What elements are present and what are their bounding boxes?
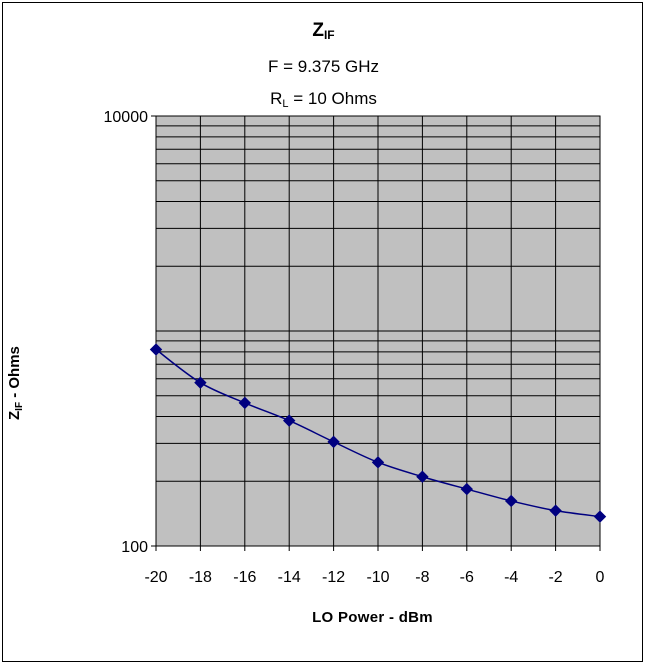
chart-title: ZIF (312, 20, 335, 42)
y-tick-label: 10000 (104, 109, 149, 126)
x-tick-label: -16 (233, 569, 256, 586)
x-tick-label: 0 (596, 569, 605, 586)
data-point-marker (593, 510, 607, 523)
data-point-marker (327, 435, 340, 449)
chart-subtitle-load: RL = 10 Ohms (270, 89, 377, 110)
y-axis-label: ZIF - Ohms (6, 346, 25, 420)
x-tick-label: -10 (366, 569, 389, 586)
x-tick-label: -12 (322, 569, 345, 586)
x-tick-label: -2 (548, 569, 562, 586)
data-point-marker (460, 482, 474, 496)
x-tick-label: -20 (144, 569, 167, 586)
y-tick-label: 100 (121, 539, 148, 556)
x-tick-label: -6 (460, 569, 474, 586)
grid-lines (155, 116, 601, 547)
data-point-marker (194, 376, 207, 389)
x-tick-label: -4 (504, 569, 518, 586)
x-tick-label: -8 (415, 569, 429, 586)
data-point-marker (238, 396, 252, 410)
axes (151, 115, 601, 551)
x-axis-label: LO Power - dBm (312, 609, 433, 626)
chart-subtitle-frequency: F = 9.375 GHz (267, 57, 380, 76)
data-series (149, 343, 607, 523)
data-point-marker (549, 504, 562, 517)
x-tick-label: -18 (189, 569, 212, 586)
data-point-marker (371, 456, 385, 469)
x-tick-label: -14 (278, 569, 301, 586)
data-point-marker (504, 494, 518, 508)
data-point-marker (282, 414, 296, 427)
data-point-marker (416, 470, 429, 483)
data-point-marker (149, 343, 163, 356)
